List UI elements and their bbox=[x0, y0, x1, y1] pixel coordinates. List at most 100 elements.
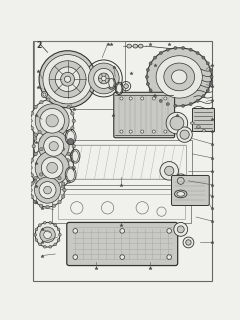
Circle shape bbox=[202, 95, 205, 98]
Circle shape bbox=[47, 140, 50, 144]
Bar bbox=[35, 42, 125, 109]
Ellipse shape bbox=[164, 63, 195, 91]
Circle shape bbox=[174, 174, 188, 188]
Circle shape bbox=[34, 180, 37, 183]
Circle shape bbox=[164, 130, 167, 133]
Circle shape bbox=[170, 116, 184, 130]
Ellipse shape bbox=[72, 151, 78, 162]
Circle shape bbox=[34, 105, 37, 108]
Ellipse shape bbox=[67, 131, 74, 143]
Circle shape bbox=[39, 173, 43, 176]
Ellipse shape bbox=[202, 130, 206, 132]
Circle shape bbox=[52, 164, 55, 168]
Circle shape bbox=[44, 231, 51, 239]
Circle shape bbox=[44, 163, 48, 166]
Circle shape bbox=[40, 108, 65, 133]
Circle shape bbox=[166, 48, 169, 51]
Circle shape bbox=[35, 228, 38, 231]
Circle shape bbox=[209, 82, 212, 85]
Circle shape bbox=[102, 76, 106, 81]
Circle shape bbox=[63, 188, 66, 192]
Circle shape bbox=[40, 138, 43, 141]
Circle shape bbox=[35, 104, 69, 138]
Circle shape bbox=[49, 245, 52, 248]
Circle shape bbox=[58, 200, 61, 204]
Circle shape bbox=[30, 159, 34, 162]
Circle shape bbox=[146, 68, 149, 71]
Circle shape bbox=[38, 130, 41, 134]
Circle shape bbox=[68, 139, 74, 145]
Circle shape bbox=[152, 130, 155, 133]
Bar bbox=[52, 188, 191, 223]
Circle shape bbox=[206, 89, 209, 92]
Circle shape bbox=[174, 46, 177, 50]
Circle shape bbox=[94, 68, 114, 88]
Circle shape bbox=[183, 237, 194, 248]
FancyBboxPatch shape bbox=[172, 175, 209, 205]
Circle shape bbox=[71, 126, 74, 130]
Circle shape bbox=[49, 61, 86, 98]
Circle shape bbox=[34, 200, 37, 204]
Circle shape bbox=[61, 185, 65, 188]
Circle shape bbox=[30, 182, 34, 185]
Bar bbox=[192, 108, 214, 131]
Circle shape bbox=[120, 97, 123, 100]
Circle shape bbox=[61, 182, 65, 185]
Circle shape bbox=[73, 228, 78, 233]
Circle shape bbox=[166, 103, 169, 106]
Circle shape bbox=[54, 98, 58, 101]
Bar bbox=[55, 145, 186, 179]
Circle shape bbox=[152, 97, 155, 100]
Circle shape bbox=[210, 75, 213, 78]
Circle shape bbox=[46, 172, 49, 175]
Circle shape bbox=[39, 51, 96, 108]
Circle shape bbox=[167, 255, 172, 260]
Circle shape bbox=[29, 188, 32, 192]
Circle shape bbox=[46, 205, 49, 209]
Circle shape bbox=[57, 239, 60, 242]
Circle shape bbox=[34, 133, 37, 136]
Circle shape bbox=[54, 145, 58, 148]
Circle shape bbox=[38, 243, 41, 246]
Circle shape bbox=[60, 126, 63, 129]
Circle shape bbox=[35, 239, 38, 242]
Circle shape bbox=[206, 62, 209, 65]
Circle shape bbox=[71, 152, 74, 156]
Circle shape bbox=[153, 56, 156, 59]
Circle shape bbox=[55, 67, 80, 92]
Circle shape bbox=[159, 99, 162, 102]
Circle shape bbox=[43, 93, 46, 96]
Circle shape bbox=[30, 195, 34, 198]
Ellipse shape bbox=[156, 56, 202, 98]
Text: 2: 2 bbox=[36, 42, 41, 51]
Circle shape bbox=[72, 119, 75, 123]
Circle shape bbox=[31, 146, 74, 189]
Circle shape bbox=[189, 103, 192, 106]
Circle shape bbox=[61, 72, 74, 86]
Circle shape bbox=[61, 195, 65, 198]
Circle shape bbox=[67, 133, 70, 136]
Circle shape bbox=[202, 56, 205, 59]
Ellipse shape bbox=[190, 122, 194, 124]
Circle shape bbox=[40, 100, 43, 104]
Ellipse shape bbox=[116, 84, 122, 93]
Circle shape bbox=[31, 173, 65, 207]
Circle shape bbox=[39, 182, 56, 198]
FancyBboxPatch shape bbox=[114, 92, 174, 138]
Circle shape bbox=[47, 145, 50, 148]
Ellipse shape bbox=[67, 169, 74, 181]
Ellipse shape bbox=[174, 190, 187, 198]
Ellipse shape bbox=[197, 126, 200, 128]
Circle shape bbox=[159, 52, 162, 54]
Circle shape bbox=[60, 163, 63, 166]
Ellipse shape bbox=[127, 44, 132, 48]
Circle shape bbox=[196, 99, 199, 102]
Circle shape bbox=[65, 76, 71, 82]
Circle shape bbox=[49, 141, 58, 151]
Circle shape bbox=[124, 84, 128, 88]
Circle shape bbox=[31, 99, 74, 142]
Circle shape bbox=[47, 187, 50, 191]
Circle shape bbox=[58, 176, 61, 180]
Circle shape bbox=[88, 63, 119, 94]
Ellipse shape bbox=[133, 44, 138, 48]
